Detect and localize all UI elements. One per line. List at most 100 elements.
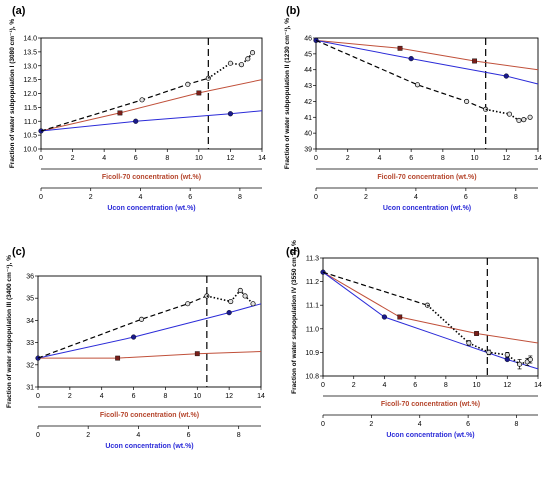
ficoll-axis-label: Ficoll-70 concentration (wt.%) [381,401,480,408]
y-tick-label: 31 [26,385,34,392]
x-tick-label: 12 [503,382,511,389]
ucon-data-point [313,37,319,43]
y-tick-label: 12.0 [23,91,37,98]
ucon-tick-label: 6 [188,194,192,201]
x-tick-label: 12 [225,393,233,400]
y-axis-label: Fraction of water subpopulation III (340… [6,255,13,408]
y-tick-label: 40 [304,131,312,138]
ucon-tick-label: 2 [86,432,90,439]
water-series-line [40,77,209,132]
panel-letter: (d) [286,246,300,258]
ficoll-series-line [315,39,539,71]
ucon-data-point [504,356,510,363]
y-tick-label: 44 [304,67,312,74]
ficoll-series-line [40,79,263,132]
ficoll-axis-label: Ficoll-70 concentration (wt.%) [100,412,199,419]
ficoll-data-point [472,58,477,64]
water-data-point [237,287,243,293]
x-tick-label: 14 [258,155,266,162]
water-data-point [185,301,191,307]
chart-panel-1: (a) 10.0 10.5 11.0 11.5 12.0 12.5 13.0 13.5 14.0 0… [9,5,266,212]
panel-letter: (a) [12,5,26,17]
plot-frame [322,257,539,377]
water-data-point [414,82,421,88]
water-data-point [483,106,489,112]
water-data-point [227,60,233,66]
water-data-point [466,340,472,346]
y-tick-label: 34 [26,318,34,325]
y-tick-label: 11.2 [306,279,319,286]
ucon-data-point [226,310,232,316]
y-tick-label: 42 [304,99,312,106]
y-tick-label: 14.0 [23,36,37,43]
y-tick-label: 10.0 [23,147,37,154]
water-series-line [315,39,486,110]
y-tick-label: 11.1 [306,303,319,310]
y-tick-label: 35 [26,296,34,303]
ucon-data-point [381,314,388,320]
ucon-tick-label: 8 [514,194,518,201]
water-data-point [527,356,533,363]
ucon-tick-label: 8 [237,432,241,439]
x-tick-label: 2 [352,382,356,389]
plot-frame [315,37,539,150]
ucon-data-point [503,73,509,79]
plot-frame [40,37,263,150]
y-tick-label: 43 [304,83,312,90]
ucon-data-point [320,269,326,275]
water-data-point [228,298,234,305]
ucon-data-point [408,56,414,62]
x-tick-label: 6 [413,382,417,389]
y-tick-label: 32 [26,362,34,369]
ucon-tick-label: 6 [187,432,191,439]
y-axis-label: Fraction of water subpopulation I (3080 … [9,19,16,169]
water-data-point [245,56,251,62]
x-tick-label: 2 [68,393,72,400]
water-data-point [506,111,513,117]
water-data-point [504,352,510,358]
water-series-line [37,295,208,359]
ucon-data-point [227,111,234,117]
panel-letter: (c) [12,246,26,258]
x-tick-label: 10 [195,155,203,162]
ficoll-data-point [397,45,403,51]
ucon-data-point [130,334,137,340]
x-tick-label: 4 [382,382,386,389]
ficoll-series-line [38,351,262,359]
x-tick-label: 0 [314,155,318,162]
x-tick-label: 14 [257,393,265,400]
x-tick-label: 4 [100,393,104,400]
ficoll-axis-label: Ficoll-70 concentration (wt.%) [102,174,201,181]
ucon-tick-label: 2 [369,421,373,428]
ucon-tick-label: 4 [418,421,422,428]
ficoll-data-point [397,314,403,320]
water-data-point [242,293,248,299]
x-tick-label: 14 [534,382,542,389]
water-data-point [527,114,533,120]
ficoll-data-point [117,110,123,116]
x-tick-label: 8 [165,155,169,162]
y-axis-label: Fraction of water subpopulation II (1230… [284,18,291,169]
x-tick-label: 0 [321,382,325,389]
water-data-point [238,62,245,68]
ucon-tick-label: 6 [464,194,468,201]
panel-letter: (b) [286,5,300,17]
ucon-axis-label: Ucon concentration (wt.%) [105,443,193,450]
ucon-axis-label: Ucon concentration (wt.%) [107,205,195,212]
y-tick-label: 13.5 [23,49,37,56]
ucon-tick-label: 8 [515,421,519,428]
ucon-tick-label: 4 [138,194,142,201]
x-tick-label: 2 [71,155,75,162]
ficoll-data-point [115,355,121,361]
ucon-data-point [133,118,139,124]
x-tick-label: 0 [39,155,43,162]
y-tick-label: 11.3 [306,256,319,263]
y-tick-label: 36 [26,274,34,281]
y-tick-label: 33 [26,340,34,347]
ucon-data-point [35,355,41,361]
ucon-axis-label: Ucon concentration (wt.%) [386,432,474,439]
ficoll-data-point [196,90,202,96]
water-data-point [521,117,527,123]
x-tick-label: 4 [102,155,106,162]
